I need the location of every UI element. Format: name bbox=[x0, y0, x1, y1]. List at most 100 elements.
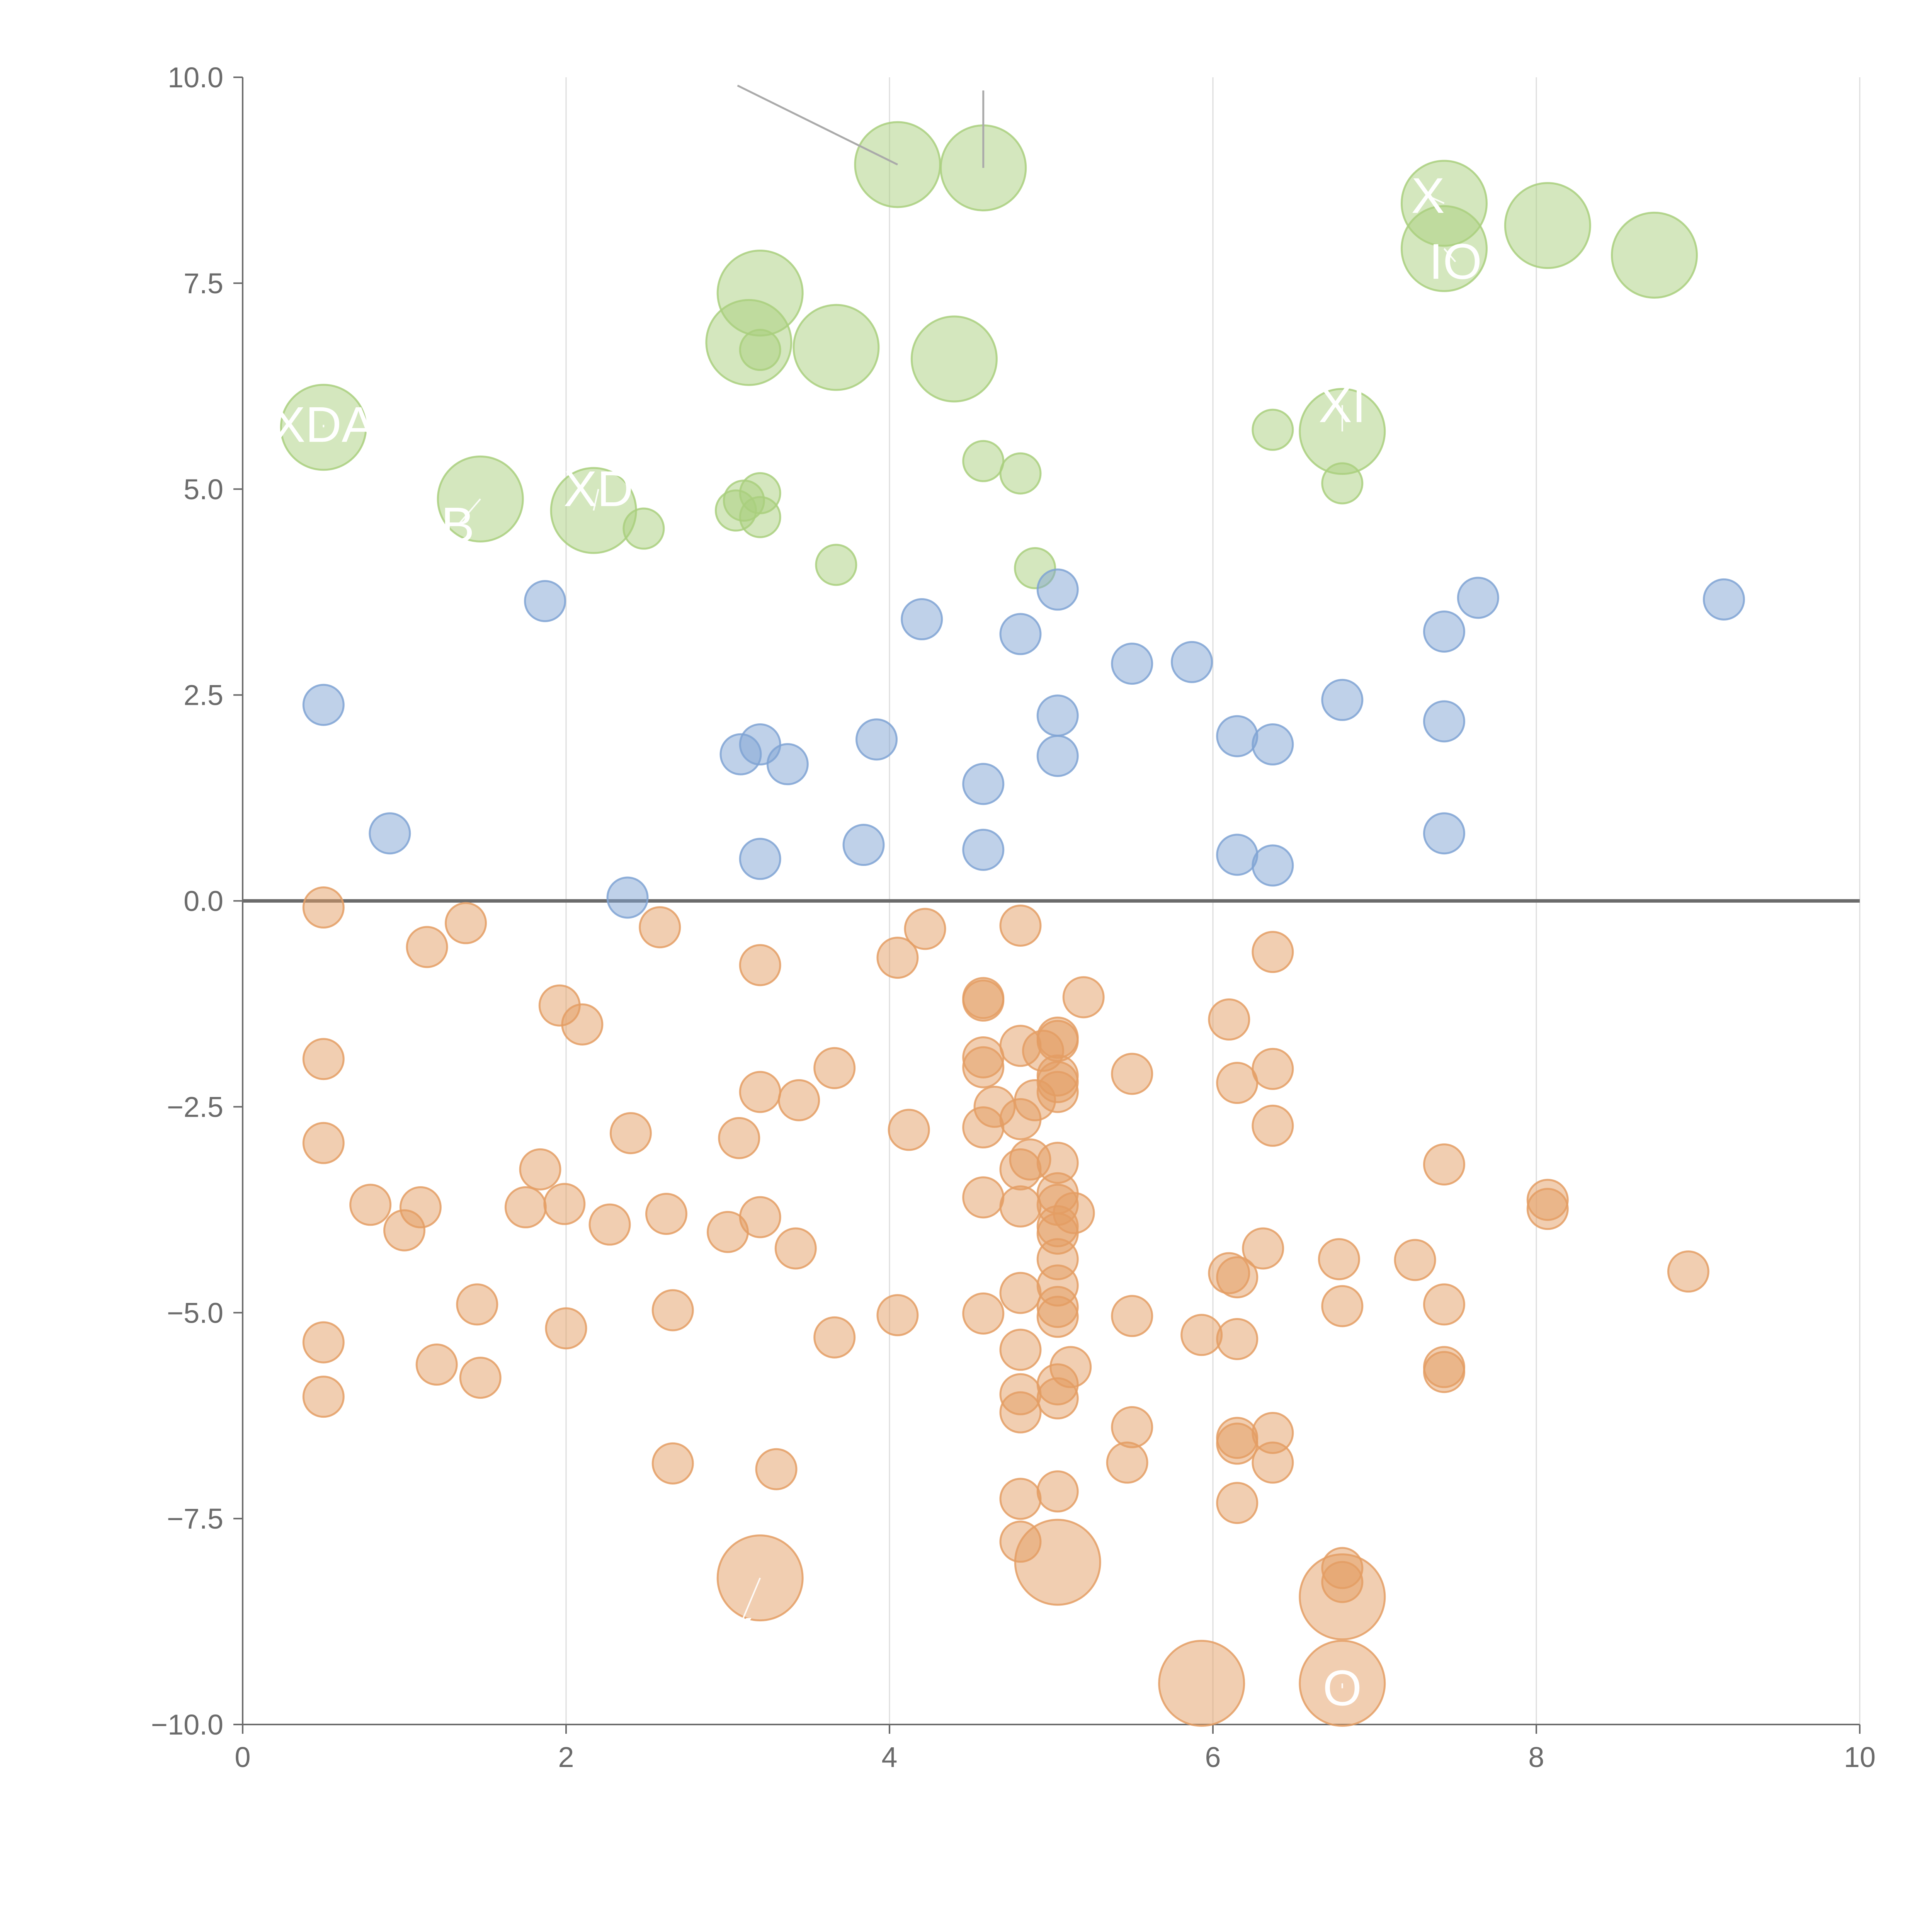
label-leader bbox=[1443, 248, 1456, 262]
y-tick-label: 2.5 bbox=[184, 679, 223, 711]
label-leader bbox=[1427, 195, 1445, 204]
data-point-low bbox=[1180, 1314, 1223, 1356]
data-point-low bbox=[1526, 1188, 1569, 1230]
data-point-low bbox=[1318, 1238, 1360, 1281]
data-point-low bbox=[739, 1071, 781, 1113]
data-point-mid bbox=[1252, 723, 1294, 766]
data-point-low bbox=[1423, 1283, 1465, 1326]
data-point-mid bbox=[962, 828, 1005, 871]
data-point-low bbox=[774, 1227, 817, 1270]
data-point-mid bbox=[1423, 610, 1465, 653]
data-point-high bbox=[793, 304, 880, 391]
data-point-high bbox=[815, 544, 857, 586]
data-point-high bbox=[910, 315, 998, 403]
data-point-low bbox=[1252, 1048, 1294, 1090]
data-point-mid bbox=[1036, 568, 1079, 611]
data-point-low bbox=[1216, 1318, 1259, 1360]
label-leader bbox=[593, 489, 599, 511]
point-label: B bbox=[441, 497, 474, 553]
data-point-low bbox=[999, 1478, 1042, 1520]
data-point-low bbox=[302, 886, 345, 929]
x-tick-label: 10 bbox=[1844, 1741, 1876, 1773]
data-point-low bbox=[1158, 1639, 1245, 1727]
data-point-low bbox=[999, 1391, 1042, 1434]
data-point-mid bbox=[842, 824, 885, 866]
data-point-low bbox=[1321, 1285, 1364, 1327]
point-label: XDA bbox=[272, 396, 376, 452]
data-point-low bbox=[1111, 1406, 1153, 1449]
data-point-low bbox=[904, 908, 946, 950]
point-label: Y bbox=[719, 1607, 753, 1663]
data-point-low bbox=[504, 1186, 547, 1228]
data-point-low bbox=[1036, 1296, 1079, 1338]
data-point-low bbox=[1106, 1441, 1148, 1484]
data-point-high bbox=[1504, 182, 1591, 269]
data-point-low bbox=[543, 1183, 586, 1225]
data-point-low bbox=[302, 1122, 345, 1164]
data-point-low bbox=[302, 1376, 345, 1418]
data-point-mid bbox=[855, 718, 898, 761]
data-point-mid bbox=[1252, 844, 1294, 887]
data-point-mid bbox=[302, 684, 345, 726]
y-tick-label: 0.0 bbox=[184, 885, 223, 917]
data-point-low bbox=[588, 1203, 631, 1246]
data-point-low bbox=[1111, 1053, 1153, 1095]
y-tick-label: −10.0 bbox=[151, 1709, 223, 1741]
point-label: O bbox=[1323, 1660, 1362, 1716]
data-point-low bbox=[1036, 1470, 1079, 1513]
data-point-mid bbox=[369, 812, 411, 855]
data-point-mid bbox=[1216, 715, 1259, 757]
data-point-low bbox=[1423, 1351, 1465, 1393]
label-leader bbox=[735, 1577, 761, 1636]
axes: 0 2 4 6 8 10 10.0 7.5 5.0 2.5 0.0 −2.5 −5.0 −7.5 −10.0 bbox=[151, 61, 1876, 1773]
data-point-low bbox=[755, 1448, 798, 1490]
y-tick-label: −2.5 bbox=[167, 1091, 223, 1123]
data-point-mid bbox=[1423, 812, 1465, 855]
data-point-low bbox=[999, 1328, 1042, 1371]
data-point-mid bbox=[999, 613, 1042, 655]
data-point-low bbox=[739, 1196, 781, 1238]
data-point-low bbox=[651, 1442, 694, 1485]
data-point-low bbox=[999, 904, 1042, 947]
data-point-mid bbox=[606, 876, 649, 919]
data-point-low bbox=[639, 906, 681, 949]
point-label: XD bbox=[563, 461, 633, 517]
data-point-low bbox=[1242, 1227, 1284, 1270]
data-point-low bbox=[999, 1272, 1042, 1314]
x-tick-label: 0 bbox=[235, 1741, 250, 1773]
data-point-low bbox=[739, 944, 781, 986]
data-point-low bbox=[1252, 1104, 1294, 1147]
y-tick-label: −5.0 bbox=[167, 1297, 223, 1329]
data-point-low bbox=[999, 1185, 1042, 1228]
data-point-low bbox=[415, 1344, 458, 1386]
data-point-low bbox=[876, 1294, 919, 1337]
data-point-low bbox=[1216, 1422, 1259, 1465]
data-point-low bbox=[445, 902, 487, 944]
data-point-low bbox=[1216, 1482, 1259, 1524]
data-point-low bbox=[302, 1038, 345, 1080]
data-point-low bbox=[545, 1307, 587, 1350]
data-point-low bbox=[1111, 1295, 1153, 1337]
y-tick-label: 5.0 bbox=[184, 473, 223, 505]
data-point-mid bbox=[1321, 679, 1364, 721]
data-point-low bbox=[962, 979, 1005, 1022]
data-point-low bbox=[561, 1003, 604, 1046]
point-label: X bbox=[1411, 167, 1445, 224]
point-label: IO bbox=[1429, 233, 1482, 289]
point-label: XI bbox=[1318, 376, 1366, 433]
data-point-low bbox=[813, 1316, 856, 1359]
data-point-low bbox=[1252, 931, 1294, 973]
data-point-low bbox=[1667, 1250, 1709, 1293]
data-point-mid bbox=[1036, 735, 1079, 777]
data-point-mid bbox=[1216, 833, 1259, 876]
data-point-low bbox=[1394, 1239, 1436, 1281]
x-tick-label: 2 bbox=[558, 1741, 574, 1773]
label-leader bbox=[457, 498, 481, 526]
data-point-high bbox=[1252, 408, 1294, 451]
data-point-high bbox=[739, 496, 781, 538]
data-point-low bbox=[778, 1079, 820, 1121]
data-point-low bbox=[406, 926, 448, 968]
data-point-low bbox=[1252, 1441, 1294, 1484]
data-point-low bbox=[399, 1186, 442, 1228]
